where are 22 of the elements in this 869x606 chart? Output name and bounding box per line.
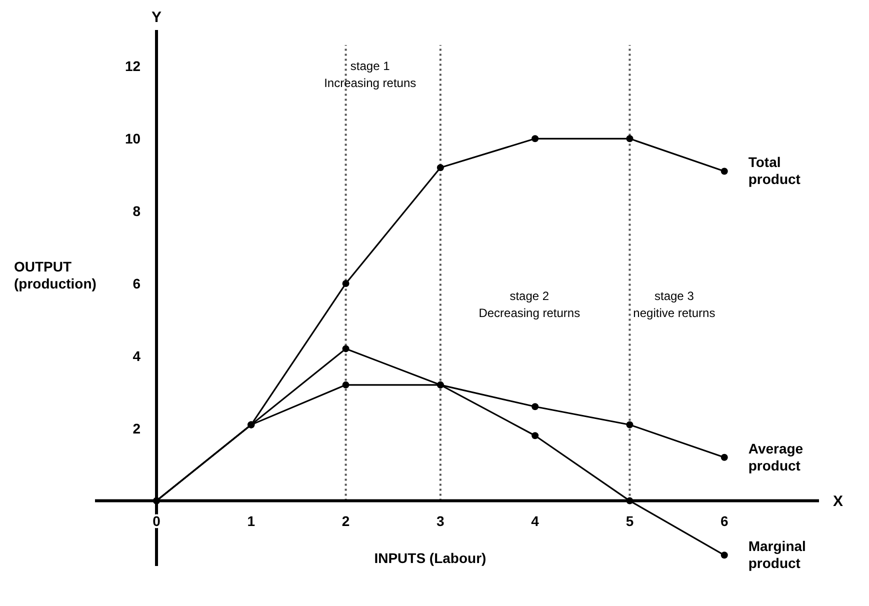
y-tick-label: 8 <box>132 203 141 220</box>
x-tick-label: 1 <box>247 512 256 529</box>
y-tick-label: 10 <box>124 130 141 147</box>
series-label: Average product <box>748 440 804 474</box>
x-tick-label: 6 <box>720 512 728 529</box>
annotation: stage 2 Decreasing returns <box>478 289 580 320</box>
y-tick-label: 2 <box>132 420 141 436</box>
y-tick-label: 12 <box>124 58 141 74</box>
y-axis-title: OUTPUT (production) <box>14 258 96 292</box>
x-tick-label: 5 <box>626 512 634 529</box>
annotation: stage 3 negitive returns <box>633 289 716 320</box>
y-tick-label: 4 <box>132 348 141 364</box>
text: X <box>833 492 844 510</box>
x-axis-title: INPUTS (Labour) <box>374 550 486 566</box>
series-label: Total product <box>748 154 801 188</box>
x-tick-label: 3 <box>436 512 445 529</box>
text: Y <box>152 9 162 26</box>
x-tick-label: 2 <box>342 512 350 529</box>
x-tick-label: 4 <box>531 512 540 529</box>
annotation: stage 1 Increasing retuns <box>324 59 416 90</box>
series-label: Marginal product <box>748 538 806 572</box>
y-tick-label: 6 <box>132 276 141 292</box>
